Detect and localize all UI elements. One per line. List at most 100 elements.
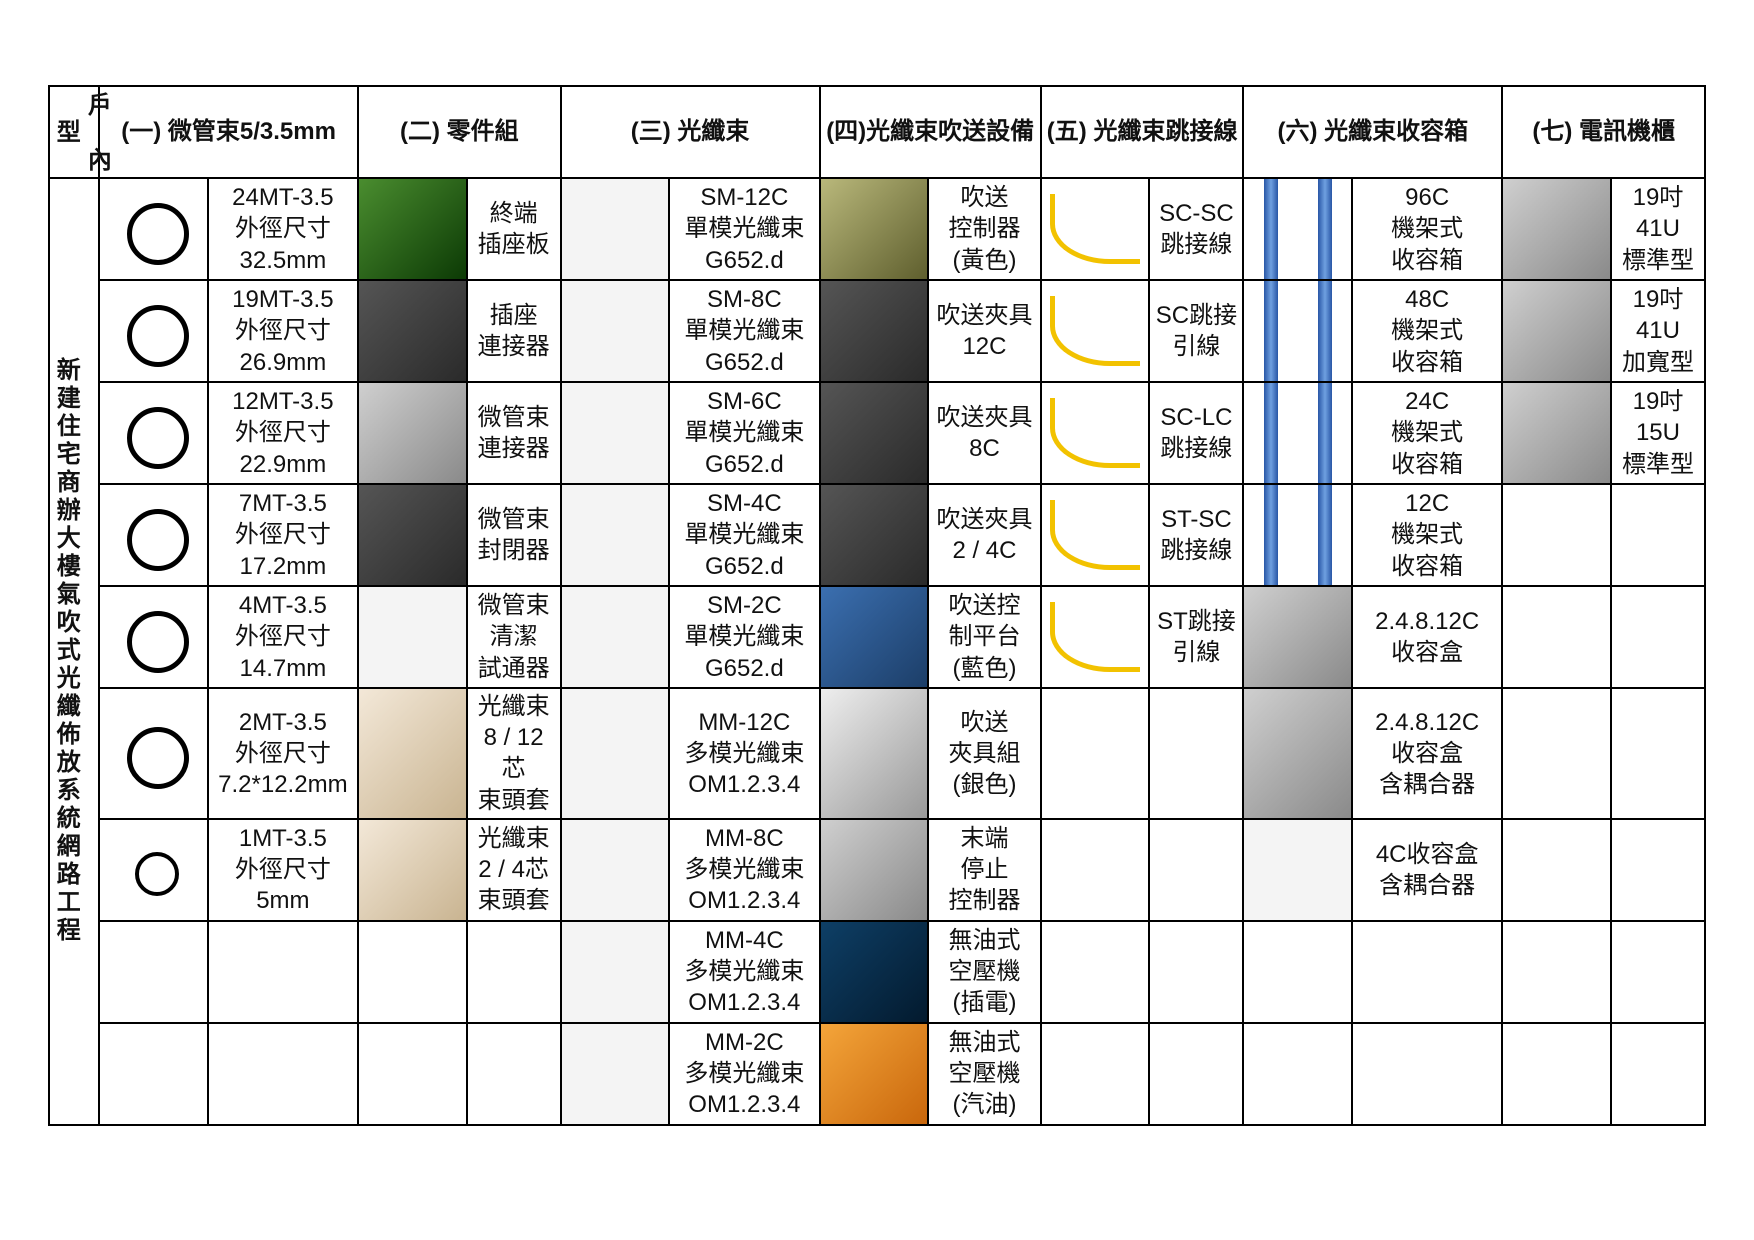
product-image-placeholder [1503, 383, 1610, 483]
product-label: 吹送 夾具組 (銀色) [929, 705, 1040, 803]
table-row: 新建住宅商辦大樓氣吹式光纖佈放系統網路工程24MT-3.5 外徑尺寸 32.5m… [49, 178, 1705, 280]
side-head: 戶 內 型 [50, 87, 112, 177]
product-text-c6: 4C收容盒 含耦合器 [1352, 819, 1502, 921]
product-image-c4 [820, 819, 929, 921]
product-text-c6 [1352, 921, 1502, 1023]
table-row: 19MT-3.5 外徑尺寸 26.9mm插座 連接器SM-8C 單模光纖束 G6… [49, 280, 1705, 382]
product-image-placeholder [100, 689, 207, 818]
product-image-c5 [1041, 280, 1150, 382]
product-label: 微管束 封閉器 [468, 502, 560, 568]
product-image-placeholder [1244, 383, 1351, 483]
product-image-c1 [99, 178, 208, 280]
product-image-placeholder [1503, 179, 1610, 279]
product-text-c7: 19吋 41U 加寬型 [1611, 280, 1705, 382]
product-text-c6: 24C 機架式 收容箱 [1352, 382, 1502, 484]
product-image-c7 [1502, 688, 1611, 819]
col-header-4: (四)光纖束吹送設備 [820, 86, 1041, 178]
product-text-c7 [1611, 1023, 1705, 1125]
product-image-placeholder [1244, 689, 1351, 818]
product-image-c5 [1041, 819, 1150, 921]
product-image-placeholder [562, 179, 669, 279]
product-label: 48C 機架式 收容箱 [1353, 282, 1501, 380]
product-image-c5 [1041, 921, 1150, 1023]
product-image-placeholder [100, 179, 207, 279]
table-row: MM-2C 多模光纖束 OM1.2.3.4 無油式 空壓機 (汽油) [49, 1023, 1705, 1125]
product-image-c3 [561, 280, 670, 382]
product-label: 2.4.8.12C 收容盒 [1353, 604, 1501, 670]
product-text-c7 [1611, 819, 1705, 921]
product-image-placeholder [562, 689, 669, 818]
product-image-c1 [99, 688, 208, 819]
product-label: 2.4.8.12C 收容盒 含耦合器 [1353, 705, 1501, 803]
product-image-c4 [820, 586, 929, 688]
product-image-c7 [1502, 484, 1611, 586]
product-image-c4 [820, 280, 929, 382]
product-label: ST跳接 引線 [1150, 604, 1242, 670]
product-label: 4C收容盒 含耦合器 [1353, 837, 1501, 903]
product-image-c2 [358, 586, 467, 688]
product-image-c5 [1041, 382, 1150, 484]
product-image-c7 [1502, 178, 1611, 280]
product-image-placeholder [100, 281, 207, 381]
product-image-c6 [1243, 1023, 1352, 1125]
table-row: 1MT-3.5 外徑尺寸 5mm光纖束 2 / 4芯 束頭套MM-8C 多模光纖… [49, 819, 1705, 921]
product-image-placeholder [562, 587, 669, 687]
product-image-placeholder [1244, 587, 1351, 687]
product-image-placeholder [821, 383, 928, 483]
product-image-placeholder [359, 281, 466, 381]
product-catalog-table: 戶 內 型 (一) 微管束5/3.5mm (二) 零件組 (三) 光纖束 (四)… [48, 85, 1706, 1126]
product-image-c1 [99, 382, 208, 484]
product-image-placeholder [1503, 281, 1610, 381]
product-image-c7 [1502, 280, 1611, 382]
product-image-placeholder [1244, 179, 1351, 279]
product-text-c4: 無油式 空壓機 (插電) [928, 921, 1041, 1023]
product-text-c7 [1611, 586, 1705, 688]
product-text-c5 [1149, 688, 1243, 819]
product-image-placeholder [1244, 820, 1351, 920]
product-label: MM-8C 多模光纖束 OM1.2.3.4 [670, 821, 818, 919]
product-text-c3: MM-4C 多模光纖束 OM1.2.3.4 [669, 921, 819, 1023]
product-image-placeholder [1042, 587, 1149, 687]
product-text-c1: 2MT-3.5 外徑尺寸 7.2*12.2mm [208, 688, 358, 819]
product-image-c2 [358, 484, 467, 586]
product-text-c5: SC-SC 跳接線 [1149, 178, 1243, 280]
product-image-placeholder [821, 922, 928, 1022]
product-label: 微管束 清潔 試通器 [468, 588, 560, 686]
product-label: SC-LC 跳接線 [1150, 400, 1242, 466]
product-image-placeholder [562, 485, 669, 585]
product-image-placeholder [821, 179, 928, 279]
product-image-placeholder [359, 179, 466, 279]
product-image-placeholder [562, 281, 669, 381]
product-text-c2: 微管束 封閉器 [467, 484, 561, 586]
product-label: MM-2C 多模光纖束 OM1.2.3.4 [670, 1025, 818, 1123]
product-label: SM-6C 單模光纖束 G652.d [670, 384, 818, 482]
product-text-c1: 24MT-3.5 外徑尺寸 32.5mm [208, 178, 358, 280]
product-image-c3 [561, 586, 670, 688]
product-image-c5 [1041, 484, 1150, 586]
product-text-c5 [1149, 819, 1243, 921]
product-text-c4: 無油式 空壓機 (汽油) [928, 1023, 1041, 1125]
product-image-c3 [561, 178, 670, 280]
product-image-placeholder [359, 383, 466, 483]
product-label: 19吋 15U 標準型 [1612, 384, 1704, 482]
product-image-c5 [1041, 688, 1150, 819]
product-label: 吹送夾具 8C [929, 400, 1040, 466]
product-image-c4 [820, 1023, 929, 1125]
product-text-c5: SC跳接 引線 [1149, 280, 1243, 382]
product-text-c4: 吹送 控制器 (黃色) [928, 178, 1041, 280]
product-label: 2MT-3.5 外徑尺寸 7.2*12.2mm [209, 705, 357, 803]
product-image-c6 [1243, 178, 1352, 280]
product-image-placeholder [821, 1024, 928, 1124]
product-image-c7 [1502, 586, 1611, 688]
product-image-c6 [1243, 819, 1352, 921]
product-text-c2: 光纖束 8 / 12芯 束頭套 [467, 688, 561, 819]
product-label: 吹送 控制器 (黃色) [929, 180, 1040, 278]
side-title: 新建住宅商辦大樓氣吹式光纖佈放系統網路工程 [50, 357, 81, 945]
product-text-c4: 吹送夾具 8C [928, 382, 1041, 484]
product-label: 吹送夾具 2 / 4C [929, 502, 1040, 568]
product-image-placeholder [562, 1024, 669, 1124]
product-text-c5 [1149, 1023, 1243, 1125]
product-image-c6 [1243, 484, 1352, 586]
product-text-c1 [208, 921, 358, 1023]
product-image-placeholder [100, 383, 207, 483]
